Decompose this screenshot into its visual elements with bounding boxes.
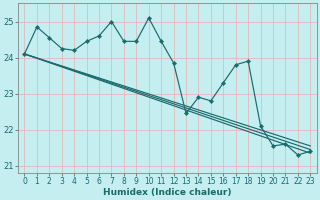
- X-axis label: Humidex (Indice chaleur): Humidex (Indice chaleur): [103, 188, 232, 197]
